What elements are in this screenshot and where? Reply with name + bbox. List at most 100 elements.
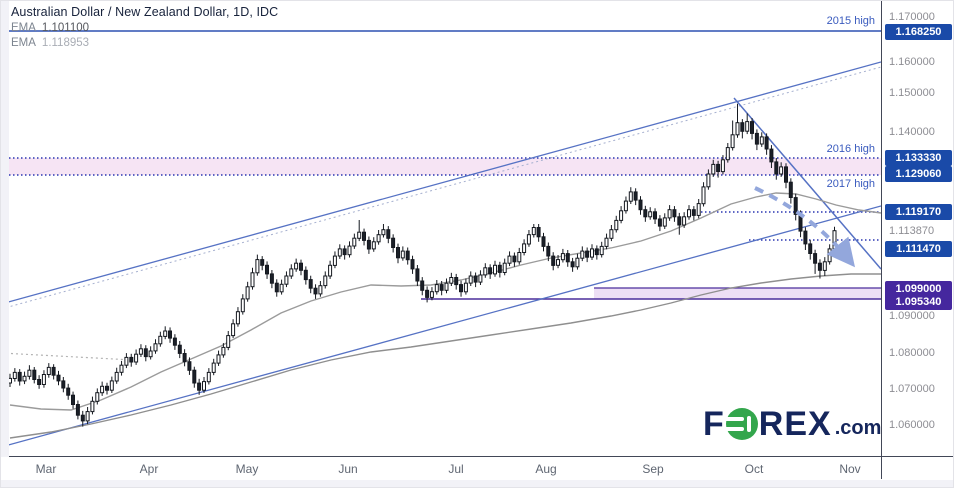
bottom-gutter — [1, 480, 953, 487]
candle — [478, 270, 483, 285]
candle — [342, 245, 347, 260]
candle — [294, 258, 299, 272]
candle — [308, 275, 313, 294]
candle — [827, 244, 832, 265]
candle — [66, 383, 71, 400]
price-tick-label: 1.160000 — [889, 56, 935, 68]
candle — [488, 264, 493, 279]
candle — [594, 245, 599, 260]
candle — [109, 376, 114, 393]
candle — [575, 253, 580, 270]
month-label-aug: Aug — [535, 462, 557, 476]
candle — [769, 145, 774, 168]
price-tick-label: 1.140000 — [889, 126, 935, 138]
price-level-badge[interactable]: 1.168250 — [885, 24, 952, 40]
candle — [493, 260, 497, 277]
candle — [531, 224, 536, 238]
candle — [473, 272, 478, 288]
candle — [619, 206, 624, 224]
candle — [206, 368, 211, 385]
candle — [706, 169, 711, 190]
candle — [740, 119, 745, 139]
logo-globe-icon — [721, 408, 758, 440]
candle — [400, 246, 405, 261]
gray-dotted-segment — [1, 352, 134, 361]
candle — [386, 226, 391, 244]
candle — [720, 155, 725, 175]
candle — [459, 280, 463, 297]
candle — [260, 256, 265, 271]
candle — [255, 254, 260, 276]
candle — [604, 233, 609, 250]
candle — [226, 331, 231, 351]
candle — [114, 367, 119, 384]
candle — [192, 366, 197, 388]
candle — [628, 187, 633, 204]
candle — [391, 234, 396, 253]
candle — [37, 375, 42, 389]
candle — [163, 326, 168, 340]
candle — [565, 250, 570, 267]
candle — [61, 377, 66, 393]
candle — [168, 327, 172, 343]
candle — [17, 369, 22, 386]
candle — [269, 270, 274, 289]
price-tick-label: 1.070000 — [889, 383, 935, 395]
candle — [643, 205, 648, 222]
candle — [71, 391, 75, 409]
month-label-mar: Mar — [35, 462, 57, 476]
candle — [75, 400, 80, 420]
candle — [599, 241, 604, 258]
candle — [366, 236, 371, 254]
candle — [556, 255, 560, 269]
candle — [439, 281, 444, 296]
candle — [725, 143, 730, 163]
candle — [405, 247, 410, 265]
candle — [813, 249, 818, 274]
price-tick-label: 1.060000 — [889, 419, 935, 431]
candle — [657, 215, 662, 232]
candle — [46, 363, 51, 378]
logo-dotcom: .com — [834, 416, 882, 439]
candle — [633, 188, 638, 206]
candle — [614, 215, 619, 233]
candle — [134, 349, 139, 365]
candle — [701, 182, 706, 207]
price-axis[interactable]: 1.170000 1.160000 1.150000 1.140000 1.113870… — [883, 1, 953, 456]
candle — [153, 339, 158, 354]
candle — [235, 307, 240, 327]
candle — [638, 196, 643, 215]
month-label-nov: Nov — [839, 462, 861, 476]
price-level-badge[interactable]: 1.119170 — [885, 204, 952, 220]
purple-support-zone — [594, 288, 881, 299]
candle — [177, 341, 182, 359]
candle — [754, 129, 759, 151]
candle — [696, 199, 701, 219]
candle — [682, 212, 687, 228]
candle — [85, 407, 90, 425]
price-level-badge[interactable]: 1.095340 — [885, 294, 952, 310]
plot-area — [1, 30, 881, 448]
candle — [420, 277, 425, 296]
candle — [284, 271, 289, 288]
price-level-badge[interactable]: 1.099000 — [885, 281, 952, 297]
pink-band-2016-2017-highs — [9, 158, 881, 175]
price-level-badge[interactable]: 1.133330 — [885, 150, 952, 166]
candle — [245, 281, 250, 302]
time-axis[interactable]: Mar Apr May Jun Jul Aug Sep Oct Nov — [1, 457, 881, 479]
candle — [560, 248, 565, 263]
candle — [182, 349, 187, 367]
candle — [95, 388, 100, 405]
candle — [803, 227, 808, 250]
candle — [376, 230, 381, 245]
price-level-badge[interactable]: 1.129060 — [885, 166, 952, 182]
candle — [158, 331, 163, 347]
price-level-badge[interactable]: 1.111470 — [885, 241, 952, 257]
candle — [788, 178, 793, 204]
candle — [12, 368, 17, 382]
candle — [463, 278, 468, 295]
candle — [289, 264, 294, 279]
candle — [143, 345, 148, 362]
price-tick-label: 1.150000 — [889, 87, 935, 99]
